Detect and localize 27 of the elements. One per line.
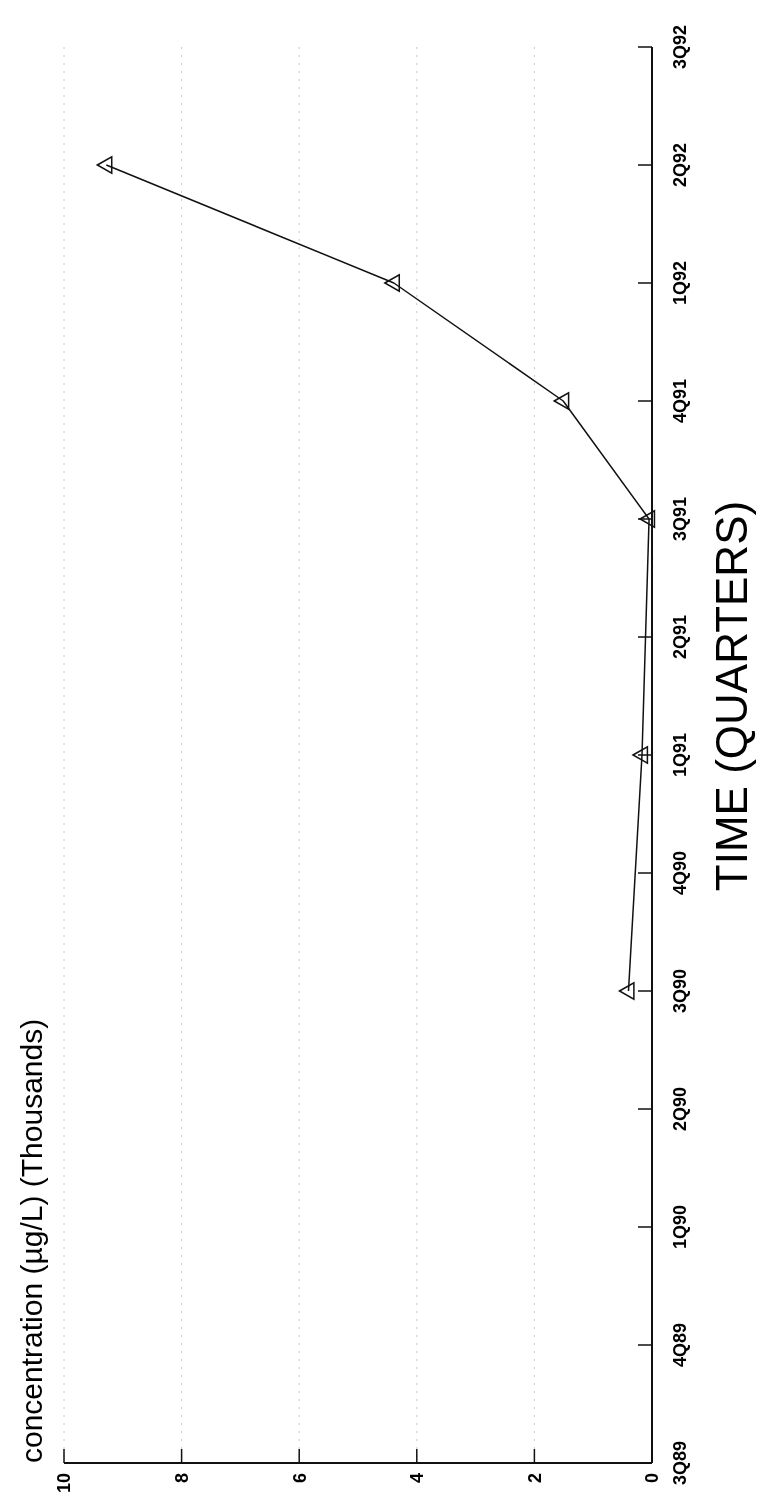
- y-axis-title: TIME (QUARTERS): [707, 500, 756, 892]
- point: [96, 156, 113, 174]
- y-tick-label: 2Q90: [670, 1086, 690, 1132]
- x-tick-label: 4: [407, 1473, 428, 1484]
- point: [639, 510, 656, 528]
- y-tick-label: 3Q89: [670, 1440, 690, 1486]
- y-tick-label: 1Q91: [670, 732, 690, 778]
- x-tick-label: 10: [54, 1473, 75, 1494]
- y-tick-label: 4Q91: [670, 378, 690, 424]
- point: [632, 746, 649, 764]
- point: [618, 982, 635, 1000]
- x-tick-label: 6: [289, 1473, 310, 1484]
- y-tick-label: 3Q92: [670, 24, 690, 70]
- x-tick-label: 2: [524, 1473, 545, 1484]
- y-tick-label: 1Q90: [670, 1204, 690, 1250]
- y-tick-label: 4Q90: [670, 850, 690, 896]
- point: [384, 274, 401, 292]
- x-tick-label: 0: [642, 1473, 663, 1484]
- x-tick-label: 8: [171, 1473, 192, 1484]
- point: [553, 392, 570, 410]
- y-tick-label: 2Q92: [670, 142, 690, 188]
- y-tick-label: 4Q89: [670, 1322, 690, 1368]
- y-tick-label: 2Q91: [670, 614, 690, 660]
- y-tick-label: 1Q92: [670, 260, 690, 306]
- y-tick-label: 3Q91: [670, 496, 690, 542]
- y-tick-label: 3Q90: [670, 968, 690, 1014]
- text: concentration (µg/L) (Thousands): [15, 1018, 48, 1463]
